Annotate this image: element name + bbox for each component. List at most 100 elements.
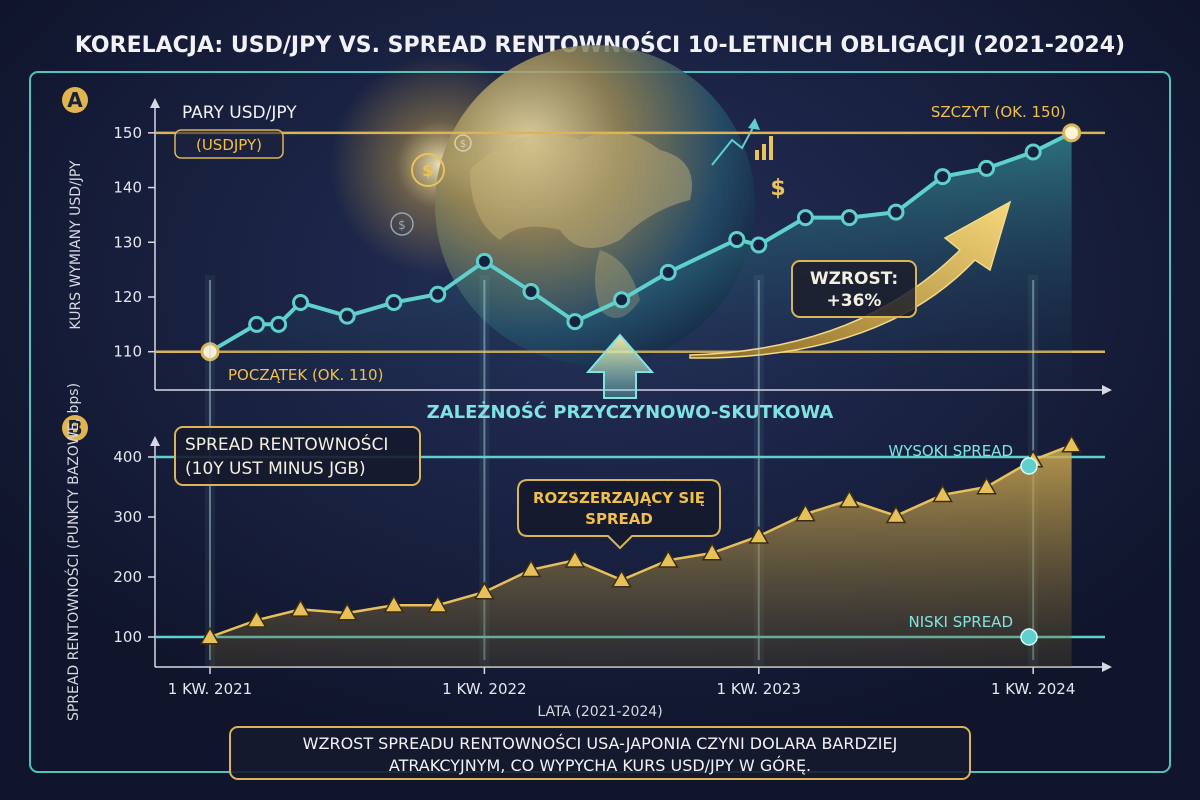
y-tick-label: 130 [113, 233, 142, 251]
x-tick-label: 1 KW. 2023 [717, 680, 801, 698]
usdjpy-points [200, 123, 1082, 362]
y-tick-label: 200 [113, 568, 142, 586]
panel-b-label: B [67, 416, 82, 440]
usdjpy-point [728, 231, 746, 249]
x-tick-label: 1 KW. 2024 [991, 680, 1075, 698]
spread-point [336, 602, 358, 621]
growth-box [791, 260, 917, 318]
usdjpy-point [1024, 143, 1042, 161]
low-spread-label: NISKI SPREAD [909, 613, 1013, 631]
footer-line2: ATRAKCYJNYM, CO WYPYCHA KURS USD/JPY W G… [389, 756, 811, 775]
spread-point [657, 549, 679, 568]
spread-box-line1: SPREAD RENTOWNOŚCI [185, 433, 388, 455]
panel-a-y-ticks: 110 120 130 140 150 [113, 124, 155, 361]
svg-text:$: $ [398, 218, 406, 232]
panel-b-y-ticks: 100 200 300 400 [113, 448, 155, 646]
usdjpy-point [338, 307, 356, 325]
usdjpy-point [566, 313, 584, 331]
panel-a-y-axis-title: KURS WYMIANY USD/JPY [68, 160, 84, 330]
panel-a-badge [62, 87, 88, 113]
usdjpy-point [200, 342, 220, 362]
usdjpy-point [522, 283, 540, 301]
spread-point [474, 581, 495, 600]
usdjpy-point [978, 159, 996, 177]
growth-arrow-icon [711, 118, 760, 166]
y-tick-label: 150 [113, 124, 142, 142]
series-code-box [174, 129, 284, 159]
spread-point [885, 505, 907, 524]
peak-label: SZCZYT (OK. 150) [931, 103, 1066, 121]
connector-band [479, 275, 490, 667]
spread-box-line2: (10Y UST MINUS JGB) [185, 459, 366, 479]
series-code: (USDJPY) [196, 136, 262, 154]
x-axis-title: LATA (2021-2024) [537, 704, 662, 720]
panel-b-y-axis-title: SPREAD RENTOWNOŚCI (PUNKTY BAZOWE, bps) [64, 383, 82, 721]
spread-point [1061, 434, 1082, 453]
bar-chart-icon [755, 136, 773, 160]
high-spread-marker [1020, 457, 1038, 475]
usdjpy-point [292, 293, 310, 311]
spread-point [199, 626, 221, 645]
panel-a-label: A [67, 88, 83, 112]
widening-callout [517, 479, 721, 550]
svg-text:$: $ [770, 176, 785, 201]
start-label: POCZĄTEK (OK. 110) [228, 366, 383, 384]
usdjpy-point [934, 168, 952, 186]
causal-arrow [585, 333, 655, 399]
spread-point [976, 476, 997, 495]
y-tick-label: 300 [113, 508, 142, 526]
footer-box [229, 726, 971, 780]
y-tick-label: 120 [113, 288, 142, 306]
panel-b-badge [62, 415, 88, 441]
dollar-coin-icon: $ $ $ $ [390, 134, 786, 236]
spread-point [611, 569, 632, 588]
y-tick-label: 400 [113, 448, 142, 466]
spread-point [520, 559, 542, 578]
usdjpy-point [429, 285, 447, 303]
usdjpy-point [840, 209, 858, 227]
high-spread-label: WYSOKI SPREAD [888, 442, 1013, 460]
spread-area [210, 445, 1072, 667]
x-tick-label: 1 KW. 2022 [442, 680, 526, 698]
low-spread-marker [1020, 628, 1038, 646]
footer-line1: WZROST SPREADU RENTOWNOŚCI USA-JAPONIA C… [303, 734, 898, 753]
callout-line2: SPREAD [585, 510, 653, 528]
x-ticks: 1 KW. 2021 1 KW. 2022 1 KW. 2023 1 KW. 2024 [168, 667, 1075, 698]
usdjpy-point [475, 252, 493, 270]
spread-point [427, 594, 449, 613]
growth-trend-arrow [689, 200, 1012, 359]
usdjpy-point [248, 315, 266, 333]
svg-text:$: $ [460, 139, 466, 150]
usdjpy-point [613, 291, 631, 309]
y-tick-label: 110 [113, 343, 142, 361]
callout-line1: ROZSZERZAJĄCY SIĘ [533, 489, 705, 507]
growth-label-line2: +36% [827, 291, 882, 311]
causal-label: ZALEŻNOŚĆ PRZYCZYNOWO-SKUTKOWA [427, 401, 834, 423]
spread-point [795, 503, 816, 522]
spread-box [174, 426, 421, 486]
spread-point [839, 489, 860, 508]
usdjpy-point [887, 203, 905, 221]
spread-point [383, 594, 405, 613]
x-tick-label: 1 KW. 2021 [168, 680, 252, 698]
spread-point [701, 542, 723, 561]
growth-label-line1: WZROST: [810, 269, 898, 289]
usdjpy-point [750, 236, 768, 254]
connector-band [753, 275, 764, 667]
usdjpy-point [659, 263, 677, 281]
usdjpy-point [385, 293, 403, 311]
y-tick-label: 140 [113, 179, 142, 197]
spread-point [246, 609, 267, 628]
usdjpy-point [1062, 123, 1082, 143]
series-title: PARY USD/JPY [182, 103, 297, 123]
spread-points [199, 434, 1082, 645]
usdjpy-point [796, 209, 814, 227]
svg-text:$: $ [422, 161, 434, 181]
spread-point [748, 525, 770, 544]
spread-point [932, 484, 953, 503]
y-tick-label: 100 [113, 628, 142, 646]
spread-point [290, 598, 311, 617]
usdjpy-point [270, 315, 288, 333]
spread-point [564, 549, 586, 568]
